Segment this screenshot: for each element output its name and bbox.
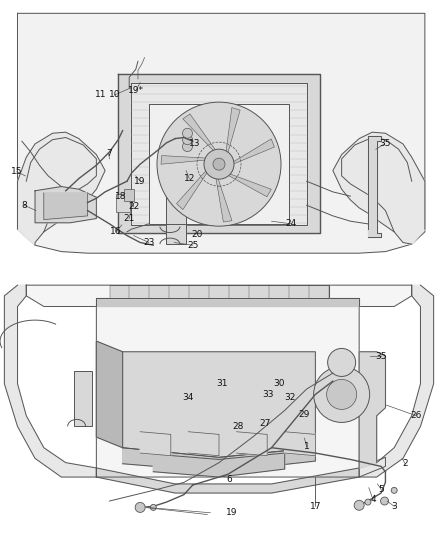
Polygon shape (183, 114, 216, 151)
Bar (166, 186, 186, 244)
Circle shape (354, 500, 364, 510)
Circle shape (314, 366, 370, 423)
Circle shape (213, 158, 225, 170)
Bar (74, 372, 92, 426)
Polygon shape (188, 432, 219, 456)
Text: 12: 12 (184, 174, 195, 183)
Circle shape (365, 499, 371, 505)
Polygon shape (35, 187, 96, 223)
Polygon shape (118, 74, 320, 233)
Polygon shape (96, 298, 359, 306)
Text: 22: 22 (128, 203, 139, 211)
Polygon shape (44, 193, 88, 220)
Text: 8: 8 (21, 201, 27, 209)
Polygon shape (110, 285, 328, 298)
Polygon shape (18, 132, 105, 245)
Text: 19: 19 (226, 508, 238, 517)
Text: 17: 17 (310, 502, 321, 511)
Text: 33: 33 (262, 390, 274, 399)
Text: 24: 24 (286, 220, 297, 228)
Text: 35: 35 (375, 352, 387, 360)
Text: 10: 10 (109, 91, 120, 99)
Polygon shape (4, 285, 96, 477)
Polygon shape (216, 178, 232, 222)
Text: 4: 4 (371, 496, 376, 504)
Text: 19: 19 (134, 177, 146, 185)
Polygon shape (359, 285, 434, 477)
Polygon shape (333, 132, 425, 244)
Polygon shape (123, 352, 315, 457)
Polygon shape (237, 432, 267, 456)
Text: 2: 2 (403, 459, 408, 468)
Bar (182, 127, 204, 157)
Polygon shape (96, 457, 385, 493)
Polygon shape (359, 352, 385, 468)
Bar (116, 194, 130, 212)
Text: 13: 13 (189, 140, 201, 148)
Text: 32: 32 (284, 393, 296, 401)
Text: 1: 1 (304, 442, 310, 451)
Text: 7: 7 (106, 149, 112, 158)
Circle shape (150, 504, 156, 511)
Circle shape (157, 102, 281, 226)
Polygon shape (131, 83, 307, 225)
Polygon shape (228, 174, 271, 197)
Polygon shape (161, 156, 206, 164)
Text: 30: 30 (274, 379, 285, 388)
Circle shape (135, 503, 145, 512)
Text: 18: 18 (115, 192, 126, 200)
Text: 29: 29 (299, 410, 310, 419)
Text: 16: 16 (110, 228, 122, 236)
Text: 34: 34 (183, 393, 194, 401)
Polygon shape (177, 170, 208, 209)
Text: 11: 11 (95, 91, 106, 99)
Text: 23: 23 (143, 238, 155, 247)
Text: 6: 6 (226, 475, 232, 484)
Text: 15: 15 (11, 167, 22, 176)
Polygon shape (368, 136, 381, 237)
Text: 31: 31 (217, 379, 228, 388)
Circle shape (391, 487, 397, 494)
Text: 35: 35 (379, 140, 390, 148)
Polygon shape (153, 453, 285, 477)
Text: 26: 26 (410, 411, 422, 420)
Circle shape (183, 142, 192, 151)
Text: 3: 3 (391, 502, 397, 511)
Text: 27: 27 (260, 419, 271, 428)
Text: 5: 5 (378, 485, 384, 494)
Polygon shape (140, 432, 171, 456)
Text: 28: 28 (232, 422, 244, 431)
Circle shape (328, 349, 356, 376)
Polygon shape (96, 341, 123, 448)
Polygon shape (26, 285, 412, 477)
Circle shape (327, 379, 357, 409)
Circle shape (183, 135, 192, 144)
Polygon shape (285, 432, 315, 456)
Text: 25: 25 (187, 241, 198, 249)
Text: 20: 20 (191, 230, 203, 239)
Text: 21: 21 (124, 214, 135, 223)
Bar (124, 189, 134, 201)
Polygon shape (18, 13, 425, 253)
Text: 19*: 19* (128, 86, 144, 95)
Polygon shape (226, 108, 240, 153)
Circle shape (381, 497, 389, 505)
Polygon shape (149, 104, 289, 224)
Circle shape (204, 149, 234, 179)
Polygon shape (233, 139, 275, 164)
Circle shape (183, 128, 192, 138)
Polygon shape (123, 448, 315, 472)
